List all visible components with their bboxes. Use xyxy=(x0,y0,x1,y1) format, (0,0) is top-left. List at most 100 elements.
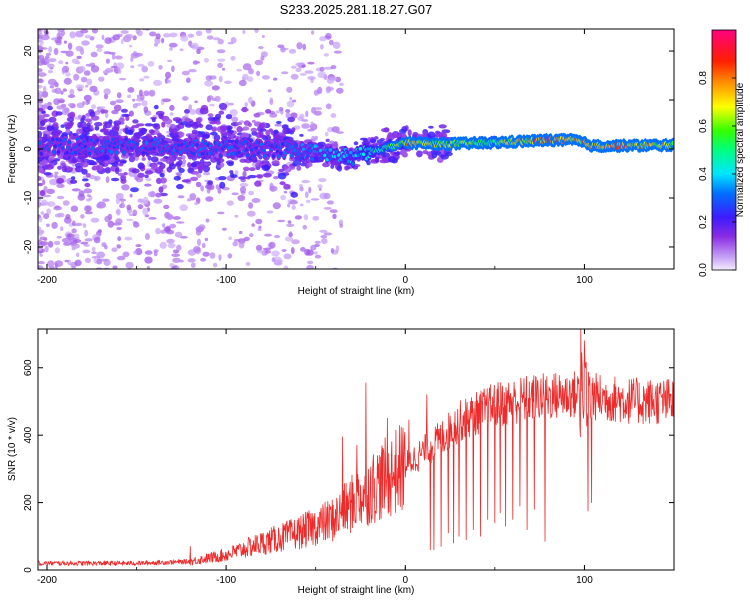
spectrogram-noise xyxy=(86,78,93,86)
snr-ytick-label: 400 xyxy=(23,426,34,443)
spectrogram-noise xyxy=(103,93,109,100)
spectrogram-noise xyxy=(194,100,198,104)
spectrogram-cell xyxy=(160,177,167,184)
spectrogram-noise xyxy=(204,237,209,242)
spectrogram-cell xyxy=(300,162,308,167)
spectrogram-noise xyxy=(80,241,89,245)
spectrogram-noise xyxy=(231,192,239,196)
spectrogram-cell xyxy=(176,156,183,161)
spectrogram-noise xyxy=(218,75,223,83)
spectrogram-cell xyxy=(276,120,282,125)
spectrogram-cell xyxy=(283,183,291,190)
spectrogram-ridge-core xyxy=(313,144,318,148)
spectrogram-noise xyxy=(173,265,178,268)
spectrogram-noise xyxy=(62,200,70,206)
spectrogram-noise xyxy=(144,214,150,218)
spectrogram-noise xyxy=(40,199,48,206)
spectrogram-noise xyxy=(38,72,47,77)
spectrogram-noise xyxy=(196,48,201,55)
spectrogram-noise xyxy=(165,71,171,79)
spectrogram-noise xyxy=(336,87,344,94)
spectrogram-cell xyxy=(137,162,145,170)
spectrogram-cell xyxy=(174,163,182,167)
spectrogram-noise xyxy=(307,128,314,132)
spectrogram-cell xyxy=(172,117,182,122)
spectrogram-noise xyxy=(237,194,246,202)
spectrogram-noise xyxy=(132,98,136,102)
spectrogram-noise xyxy=(91,29,98,34)
spectrogram-cell xyxy=(38,161,46,167)
spectrogram-noise xyxy=(196,173,202,178)
spectrogram-cell xyxy=(131,168,140,174)
spectrogram-noise xyxy=(284,236,294,242)
spectrogram-noise xyxy=(261,75,270,80)
spectrogram-cell xyxy=(178,168,185,173)
spectrogram-noise xyxy=(103,258,111,266)
spectrogram-noise xyxy=(63,40,67,44)
spectrogram-noise xyxy=(83,94,92,102)
spectrogram-ridge-core xyxy=(301,147,306,152)
spectrogram-noise xyxy=(80,214,85,219)
spectrogram-noise xyxy=(72,220,76,226)
spectrogram-noise xyxy=(135,248,143,256)
spectrogram-noise xyxy=(291,65,297,69)
spectrogram-noise xyxy=(317,86,323,95)
spectrogram-noise xyxy=(267,89,272,93)
colorbar-gradient xyxy=(711,29,737,271)
spectrogram-noise xyxy=(288,232,294,237)
spectrogram-noise xyxy=(281,249,287,252)
spectrogram-cell xyxy=(163,118,173,125)
spectrogram-cell xyxy=(227,161,234,167)
spectrogram-cell xyxy=(71,156,77,164)
spectrogram-cell xyxy=(243,166,250,172)
spectrogram-noise xyxy=(103,51,111,55)
spectrogram-noise xyxy=(127,94,132,99)
spectrogram-ridge-core xyxy=(56,150,61,154)
spectrogram-noise xyxy=(71,58,80,64)
spectrogram-noise xyxy=(214,95,221,102)
spectrogram-noise xyxy=(332,213,337,219)
spectrogram-noise xyxy=(47,63,55,68)
spectrogram-noise xyxy=(198,224,206,231)
spectrogram-noise xyxy=(158,64,163,70)
spectrogram-noise xyxy=(148,217,157,220)
spectrogram-cell xyxy=(148,129,155,134)
spectrogram-noise xyxy=(227,42,234,45)
spectrogram-noise xyxy=(271,257,276,263)
snr-data xyxy=(38,329,674,566)
spectrogram-noise xyxy=(295,67,302,72)
spectrogram-cell xyxy=(41,110,46,114)
spectrogram-noise xyxy=(329,140,335,144)
spectrogram-noise xyxy=(75,222,83,226)
spectrogram-noise xyxy=(38,261,45,265)
spectrogram-noise xyxy=(101,34,105,41)
spectrogram-ridge-core xyxy=(245,153,250,158)
spectrogram-noise xyxy=(205,75,213,81)
spectrogram-cell xyxy=(102,124,107,130)
spectrogram-cell xyxy=(85,173,91,178)
spectrogram-noise xyxy=(105,176,110,184)
spectrogram-ridge-core xyxy=(63,138,67,142)
spectrogram-ridge-core xyxy=(73,150,78,155)
spectrogram-noise xyxy=(73,73,80,81)
spectrogram-noise xyxy=(81,40,90,46)
spectrogram-cell xyxy=(428,125,434,129)
spectrogram-cell xyxy=(84,128,93,132)
spectrogram-noise xyxy=(75,45,84,52)
spectrogram-cell xyxy=(40,120,46,127)
spectrogram-noise xyxy=(90,217,100,223)
spectrogram-cell xyxy=(94,122,103,127)
spectrogram-noise xyxy=(107,220,115,228)
spectrogram-cell xyxy=(47,156,56,161)
spectrogram-noise xyxy=(38,198,41,202)
spectrogram-noise xyxy=(129,193,133,198)
spectrogram-ridge-core xyxy=(52,150,56,154)
spectrogram-cell xyxy=(141,157,146,161)
spectrogram-noise xyxy=(51,221,58,229)
spectrogram-ridge-core xyxy=(244,148,249,152)
spectrogram-ridge-core xyxy=(115,144,120,149)
spectrogram-noise xyxy=(67,233,75,238)
spectrogram-ridge-core xyxy=(250,148,254,152)
spectrogram-cell xyxy=(296,164,301,171)
spectrogram-cell xyxy=(240,132,250,139)
